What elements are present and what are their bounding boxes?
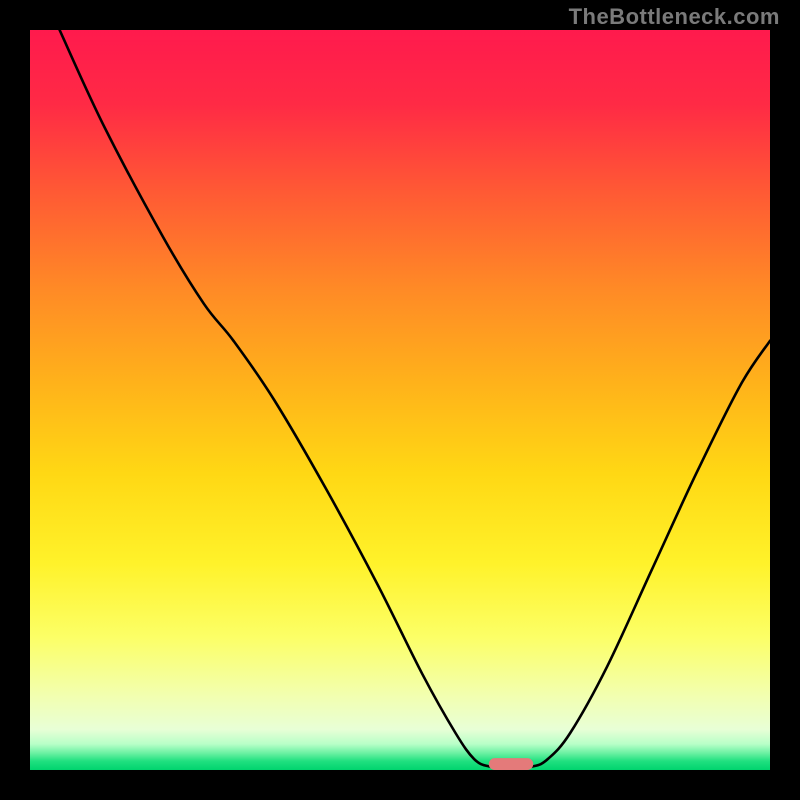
optimal-marker xyxy=(489,758,533,770)
plot-svg xyxy=(30,30,770,770)
plot-area xyxy=(30,30,770,770)
gradient-background xyxy=(30,30,770,770)
watermark-text: TheBottleneck.com xyxy=(569,4,780,30)
chart-container: TheBottleneck.com xyxy=(0,0,800,800)
